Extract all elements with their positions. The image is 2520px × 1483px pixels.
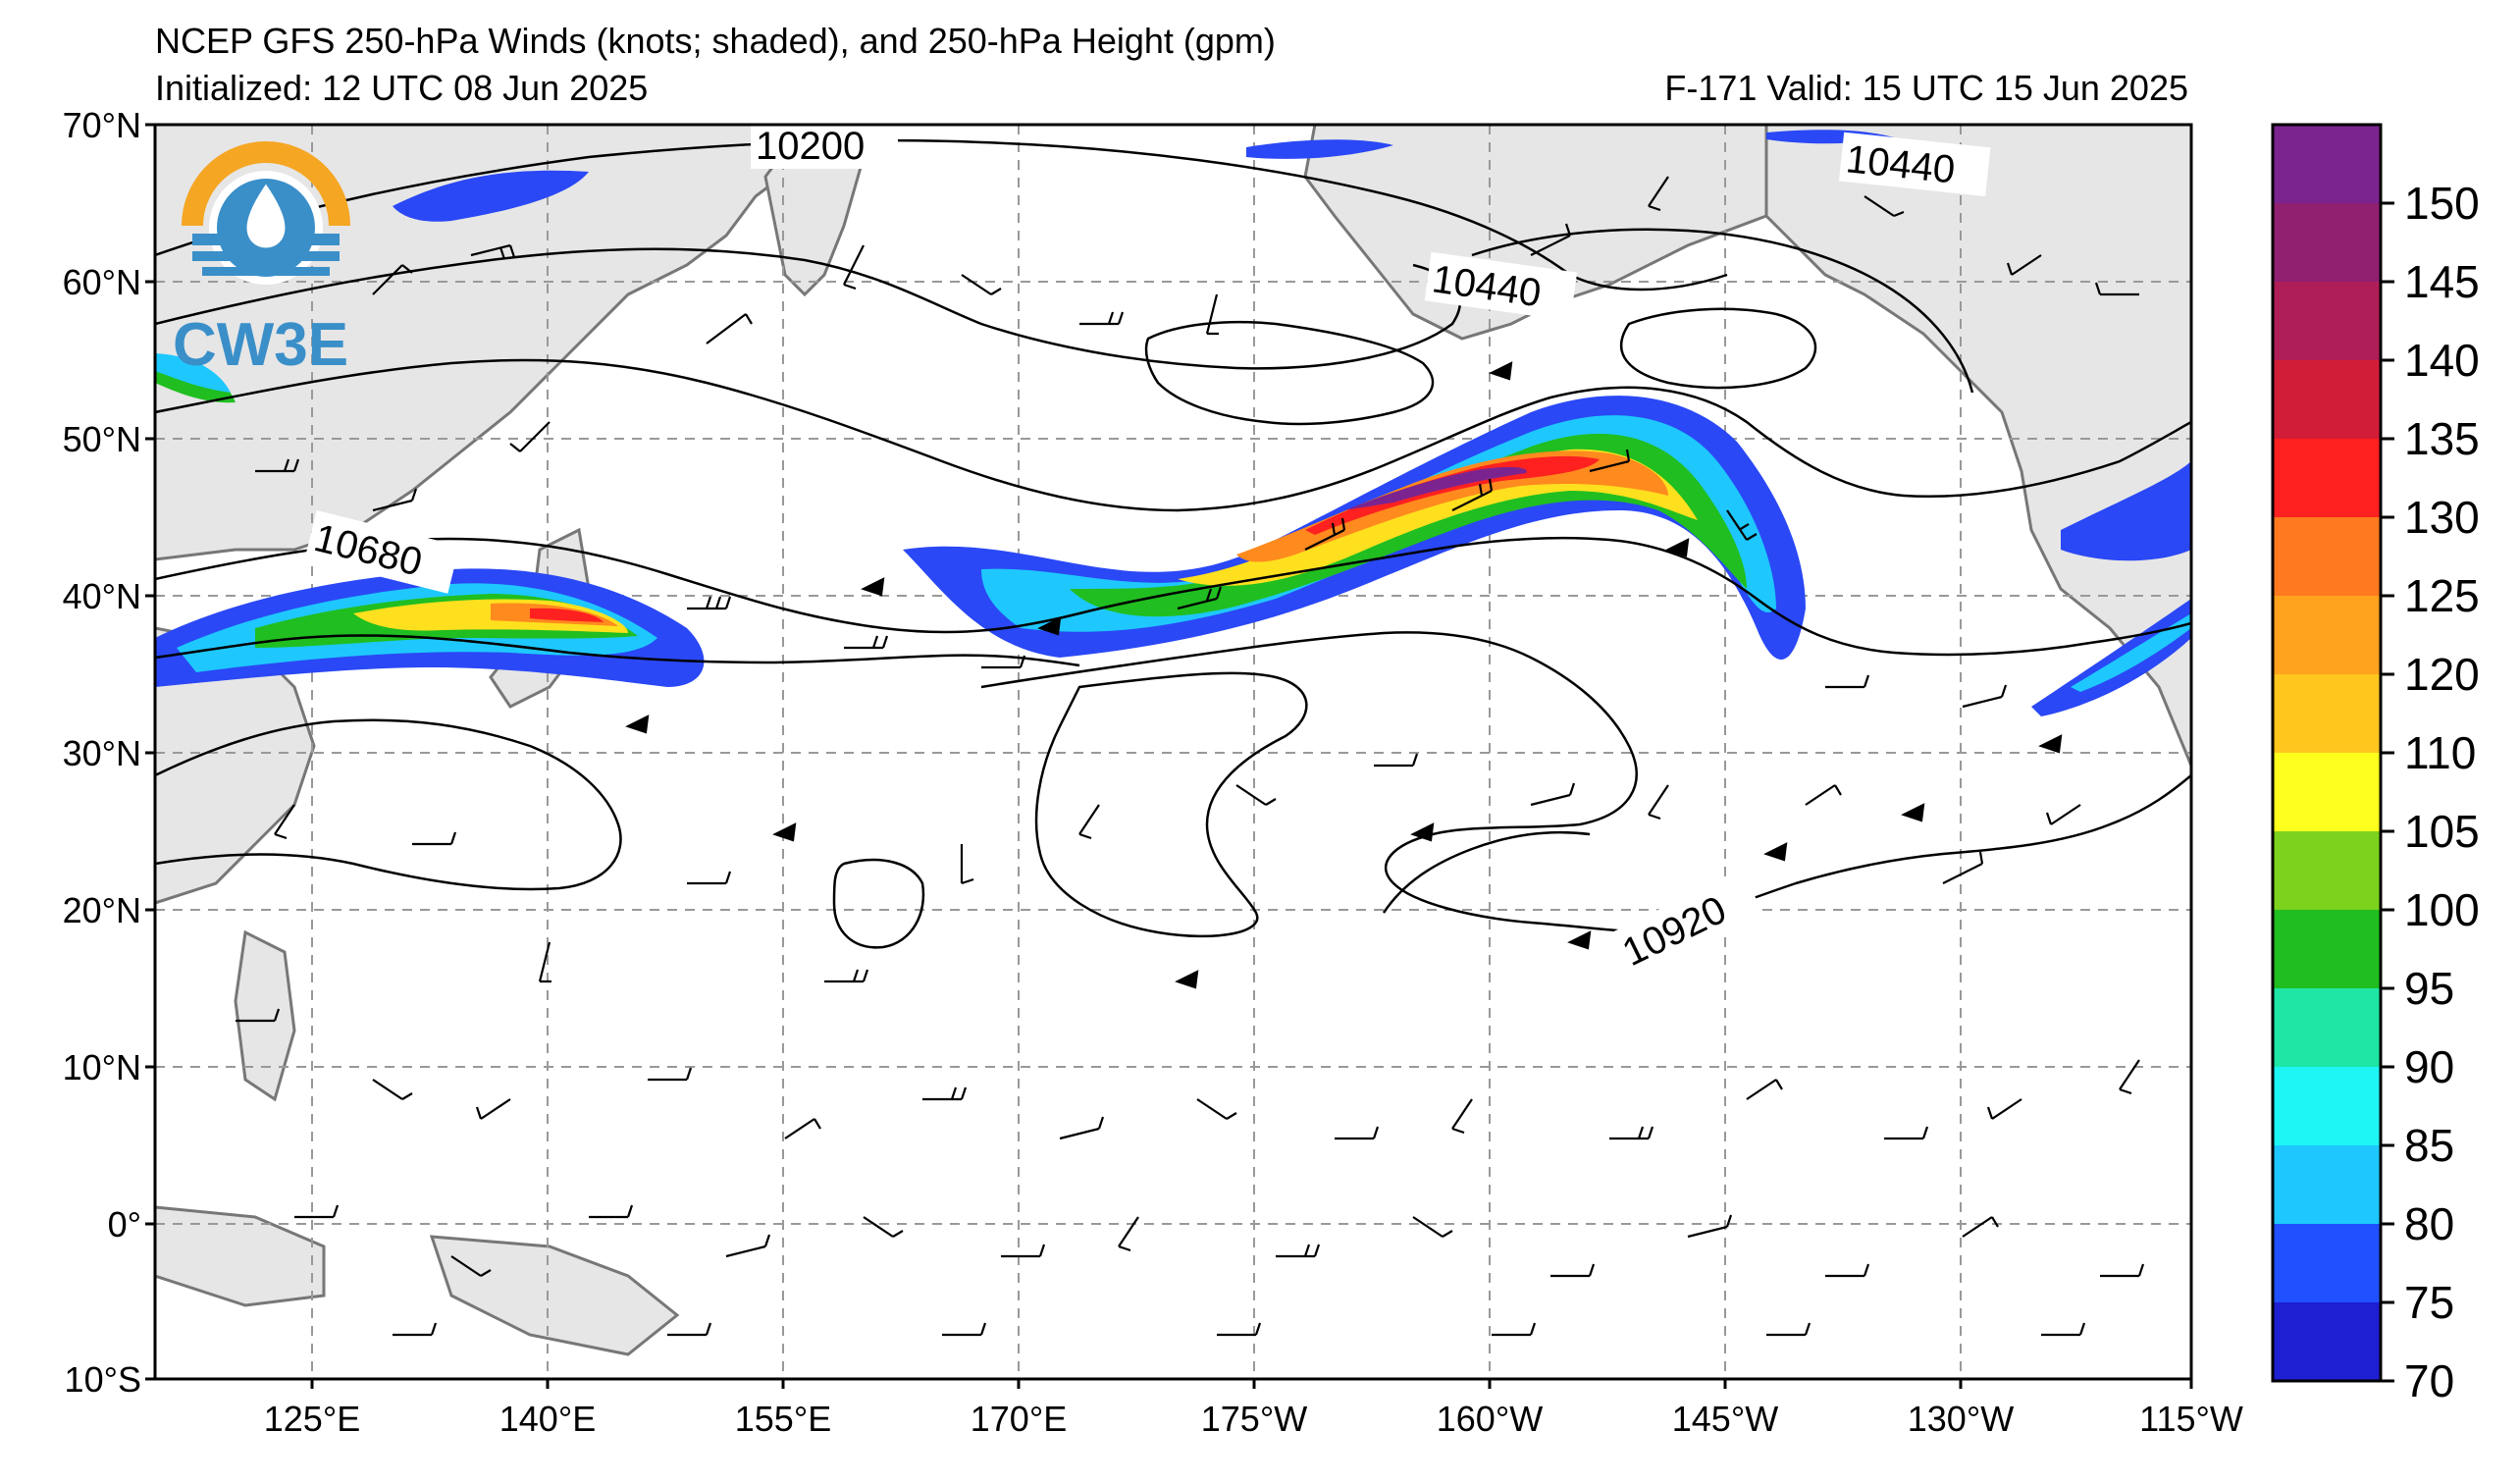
colorbar-tick-label: 105 (2404, 806, 2480, 857)
colorbar-segment (2273, 674, 2381, 753)
colorbar-segment (2273, 1302, 2381, 1381)
colorbar-segment (2273, 517, 2381, 596)
colorbar-tick-label: 140 (2404, 335, 2480, 386)
colorbar-tick-label: 110 (2404, 727, 2476, 778)
colorbar-tick-label: 80 (2404, 1198, 2454, 1249)
logo-text: CW3E (173, 311, 348, 379)
colorbar-tick-label: 70 (2404, 1355, 2454, 1406)
colorbar-segment (2273, 360, 2381, 439)
colorbar (2271, 123, 2394, 1383)
contour-label-10200: 10200 (756, 125, 865, 168)
wind-barbs (235, 176, 2145, 1337)
lat-axis: 70°N 60°N 50°N 40°N 30°N 20°N 10°N 0° 10… (63, 105, 141, 1400)
lat-label: 20°N (63, 890, 141, 930)
lat-ticks (145, 123, 155, 1381)
cw3e-logo: CW3E (173, 141, 350, 379)
lon-ticks (310, 1379, 2193, 1389)
colorbar-tick-label: 85 (2404, 1120, 2454, 1171)
gridlines (155, 125, 2191, 1379)
colorbar-tick-label: 125 (2404, 570, 2480, 621)
colorbar-tick-label: 145 (2404, 256, 2480, 307)
lon-label: 160°W (1437, 1399, 1543, 1439)
colorbar-segment (2273, 596, 2381, 674)
lon-label: 145°W (1672, 1399, 1778, 1439)
colorbar-segment (2273, 831, 2381, 910)
lon-label: 170°E (971, 1399, 1067, 1439)
colorbar-segment (2273, 1224, 2381, 1302)
lon-label: 130°W (1908, 1399, 2014, 1439)
lon-label: 115°W (2139, 1399, 2243, 1439)
lon-label: 125°E (264, 1399, 360, 1439)
colorbar-tick-label: 150 (2404, 178, 2480, 229)
colorbar-tick-label: 95 (2404, 963, 2454, 1014)
lat-label: 0° (108, 1204, 141, 1245)
lat-label: 40°N (63, 576, 141, 616)
colorbar-segment (2273, 1067, 2381, 1145)
lon-label: 140°E (499, 1399, 596, 1439)
colorbar-tick-label: 120 (2404, 649, 2480, 700)
lat-label: 60°N (63, 262, 141, 302)
colorbar-segment (2273, 203, 2381, 282)
lon-label: 175°W (1201, 1399, 1307, 1439)
lat-label: 70°N (63, 105, 141, 145)
initialized-time: Initialized: 12 UTC 08 Jun 2025 (155, 68, 649, 108)
colorbar-segment (2273, 988, 2381, 1067)
lat-label: 10°N (63, 1047, 141, 1087)
map-title: NCEP GFS 250-hPa Winds (knots; shaded), … (155, 21, 1276, 61)
colorbar-labels: 150 145 140 135 130 125 120 110 105 100 95 90 85 80 75… (2404, 178, 2480, 1406)
colorbar-tick-label: 135 (2404, 413, 2480, 464)
colorbar-segment (2273, 910, 2381, 988)
lon-label: 155°E (735, 1399, 831, 1439)
colorbar-tick-label: 75 (2404, 1277, 2454, 1328)
colorbar-segment (2273, 753, 2381, 831)
drop-icon (243, 179, 289, 251)
lat-label: 30°N (63, 733, 141, 773)
colorbar-segment (2273, 439, 2381, 517)
valid-time: F-171 Valid: 15 UTC 15 Jun 2025 (1664, 68, 2188, 108)
colorbar-segment (2273, 1145, 2381, 1224)
colorbar-tick-label: 90 (2404, 1041, 2454, 1092)
lon-axis: 125°E 140°E 155°E 170°E 175°W 160°W 145°… (264, 1399, 2243, 1439)
jet-stream-shading (155, 130, 2191, 716)
colorbar-segment (2273, 282, 2381, 360)
lat-label: 10°S (65, 1359, 141, 1400)
colorbar-segment (2273, 125, 2381, 203)
colorbar-tick-label: 130 (2404, 492, 2480, 543)
lat-label: 50°N (63, 419, 141, 459)
colorbar-tick-label: 100 (2404, 884, 2480, 935)
